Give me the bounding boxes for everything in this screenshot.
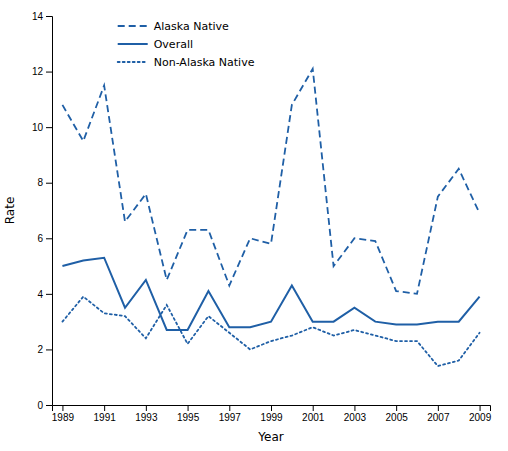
x-axis-line: [53, 406, 491, 412]
x-tick-mark: [354, 405, 355, 411]
y-tick: 14: [32, 11, 52, 22]
x-tick: 1995: [177, 405, 200, 423]
y-tick-label: 14: [32, 11, 44, 22]
y-tick-label: 12: [32, 66, 44, 77]
x-tick-mark: [396, 405, 397, 411]
y-tick-label: 2: [37, 344, 43, 355]
y-axis-line: [46, 17, 53, 406]
y-tick-mark: [46, 183, 52, 184]
plot: 1989 1991 1993 1995 1997 1999 2001 2003 2005 2007…: [32, 11, 492, 423]
x-tick-mark: [480, 405, 481, 411]
x-tick-label: 1991: [94, 412, 117, 423]
x-tick: 1999: [260, 405, 283, 423]
series-line: [62, 258, 479, 330]
x-tick: 1997: [219, 405, 242, 423]
y-tick-label: 6: [37, 233, 43, 244]
x-tick: 1993: [135, 405, 158, 423]
legend-swatch: [118, 61, 148, 63]
legend-item: Alaska Native: [118, 20, 229, 33]
x-tick-mark: [438, 405, 439, 411]
lines: [62, 69, 479, 366]
x-tick-mark: [313, 405, 314, 411]
y-tick: 12: [32, 66, 52, 77]
y-tick-mark: [46, 72, 52, 73]
x-axis-title: Year: [257, 430, 283, 444]
legend-item: Overall: [118, 38, 193, 51]
y-axis: 0 2 4 6 8 10 12 14: [32, 11, 53, 411]
x-tick-mark: [229, 405, 230, 411]
x-tick: 2001: [302, 405, 325, 423]
y-tick: 4: [37, 289, 52, 300]
x-tick-label: 2005: [386, 412, 409, 423]
y-tick: 0: [37, 400, 52, 411]
y-tick-label: 10: [32, 122, 44, 133]
x-tick-label: 1995: [177, 412, 200, 423]
y-tick-mark: [46, 16, 52, 17]
x-tick-label: 2009: [469, 412, 492, 423]
x-tick-label: 2001: [302, 412, 325, 423]
legend-label: Alaska Native: [154, 20, 229, 33]
x-tick-mark: [62, 405, 63, 411]
y-tick: 10: [32, 122, 52, 133]
legend-label: Overall: [154, 38, 193, 51]
y-tick-mark: [46, 238, 52, 239]
y-tick-label: 8: [37, 177, 43, 188]
x-tick-mark: [104, 405, 105, 411]
x-tick: 1989: [52, 405, 75, 423]
legend: Alaska Native Overall Non-Alaska Native: [118, 20, 255, 69]
y-tick: 8: [37, 177, 52, 188]
series-line: [62, 297, 479, 366]
x-tick-mark: [146, 405, 147, 411]
x-tick-label: 2003: [344, 412, 367, 423]
legend-swatch: [118, 43, 148, 45]
y-tick-label: 0: [37, 400, 43, 411]
legend-item: Non-Alaska Native: [118, 56, 255, 69]
series-line: [62, 69, 479, 294]
y-tick-mark: [46, 349, 52, 350]
y-tick-mark: [46, 405, 52, 406]
legend-swatch: [118, 25, 148, 27]
x-tick: 2003: [344, 405, 367, 423]
y-tick: 6: [37, 233, 52, 244]
x-tick-label: 1989: [52, 412, 75, 423]
x-tick: 2009: [469, 405, 492, 423]
x-tick-mark: [188, 405, 189, 411]
x-tick-label: 1997: [219, 412, 242, 423]
y-tick-label: 4: [37, 289, 43, 300]
y-tick-mark: [46, 127, 52, 128]
y-tick-mark: [46, 294, 52, 295]
legend-label: Non-Alaska Native: [154, 56, 255, 69]
x-tick: 2007: [427, 405, 450, 423]
x-axis: 1989 1991 1993 1995 1997 1999 2001 2003 2005 2007…: [52, 405, 492, 423]
x-tick-label: 1999: [260, 412, 283, 423]
chart: 1989 1991 1993 1995 1997 1999 2001 2003 2005 2007…: [0, 0, 508, 451]
y-tick: 2: [37, 344, 52, 355]
x-tick: 1991: [94, 405, 117, 423]
x-tick-label: 1993: [135, 412, 158, 423]
y-axis-title: Rate: [3, 197, 17, 225]
x-tick-label: 2007: [427, 412, 450, 423]
x-tick: 2005: [386, 405, 409, 423]
x-tick-mark: [271, 405, 272, 411]
